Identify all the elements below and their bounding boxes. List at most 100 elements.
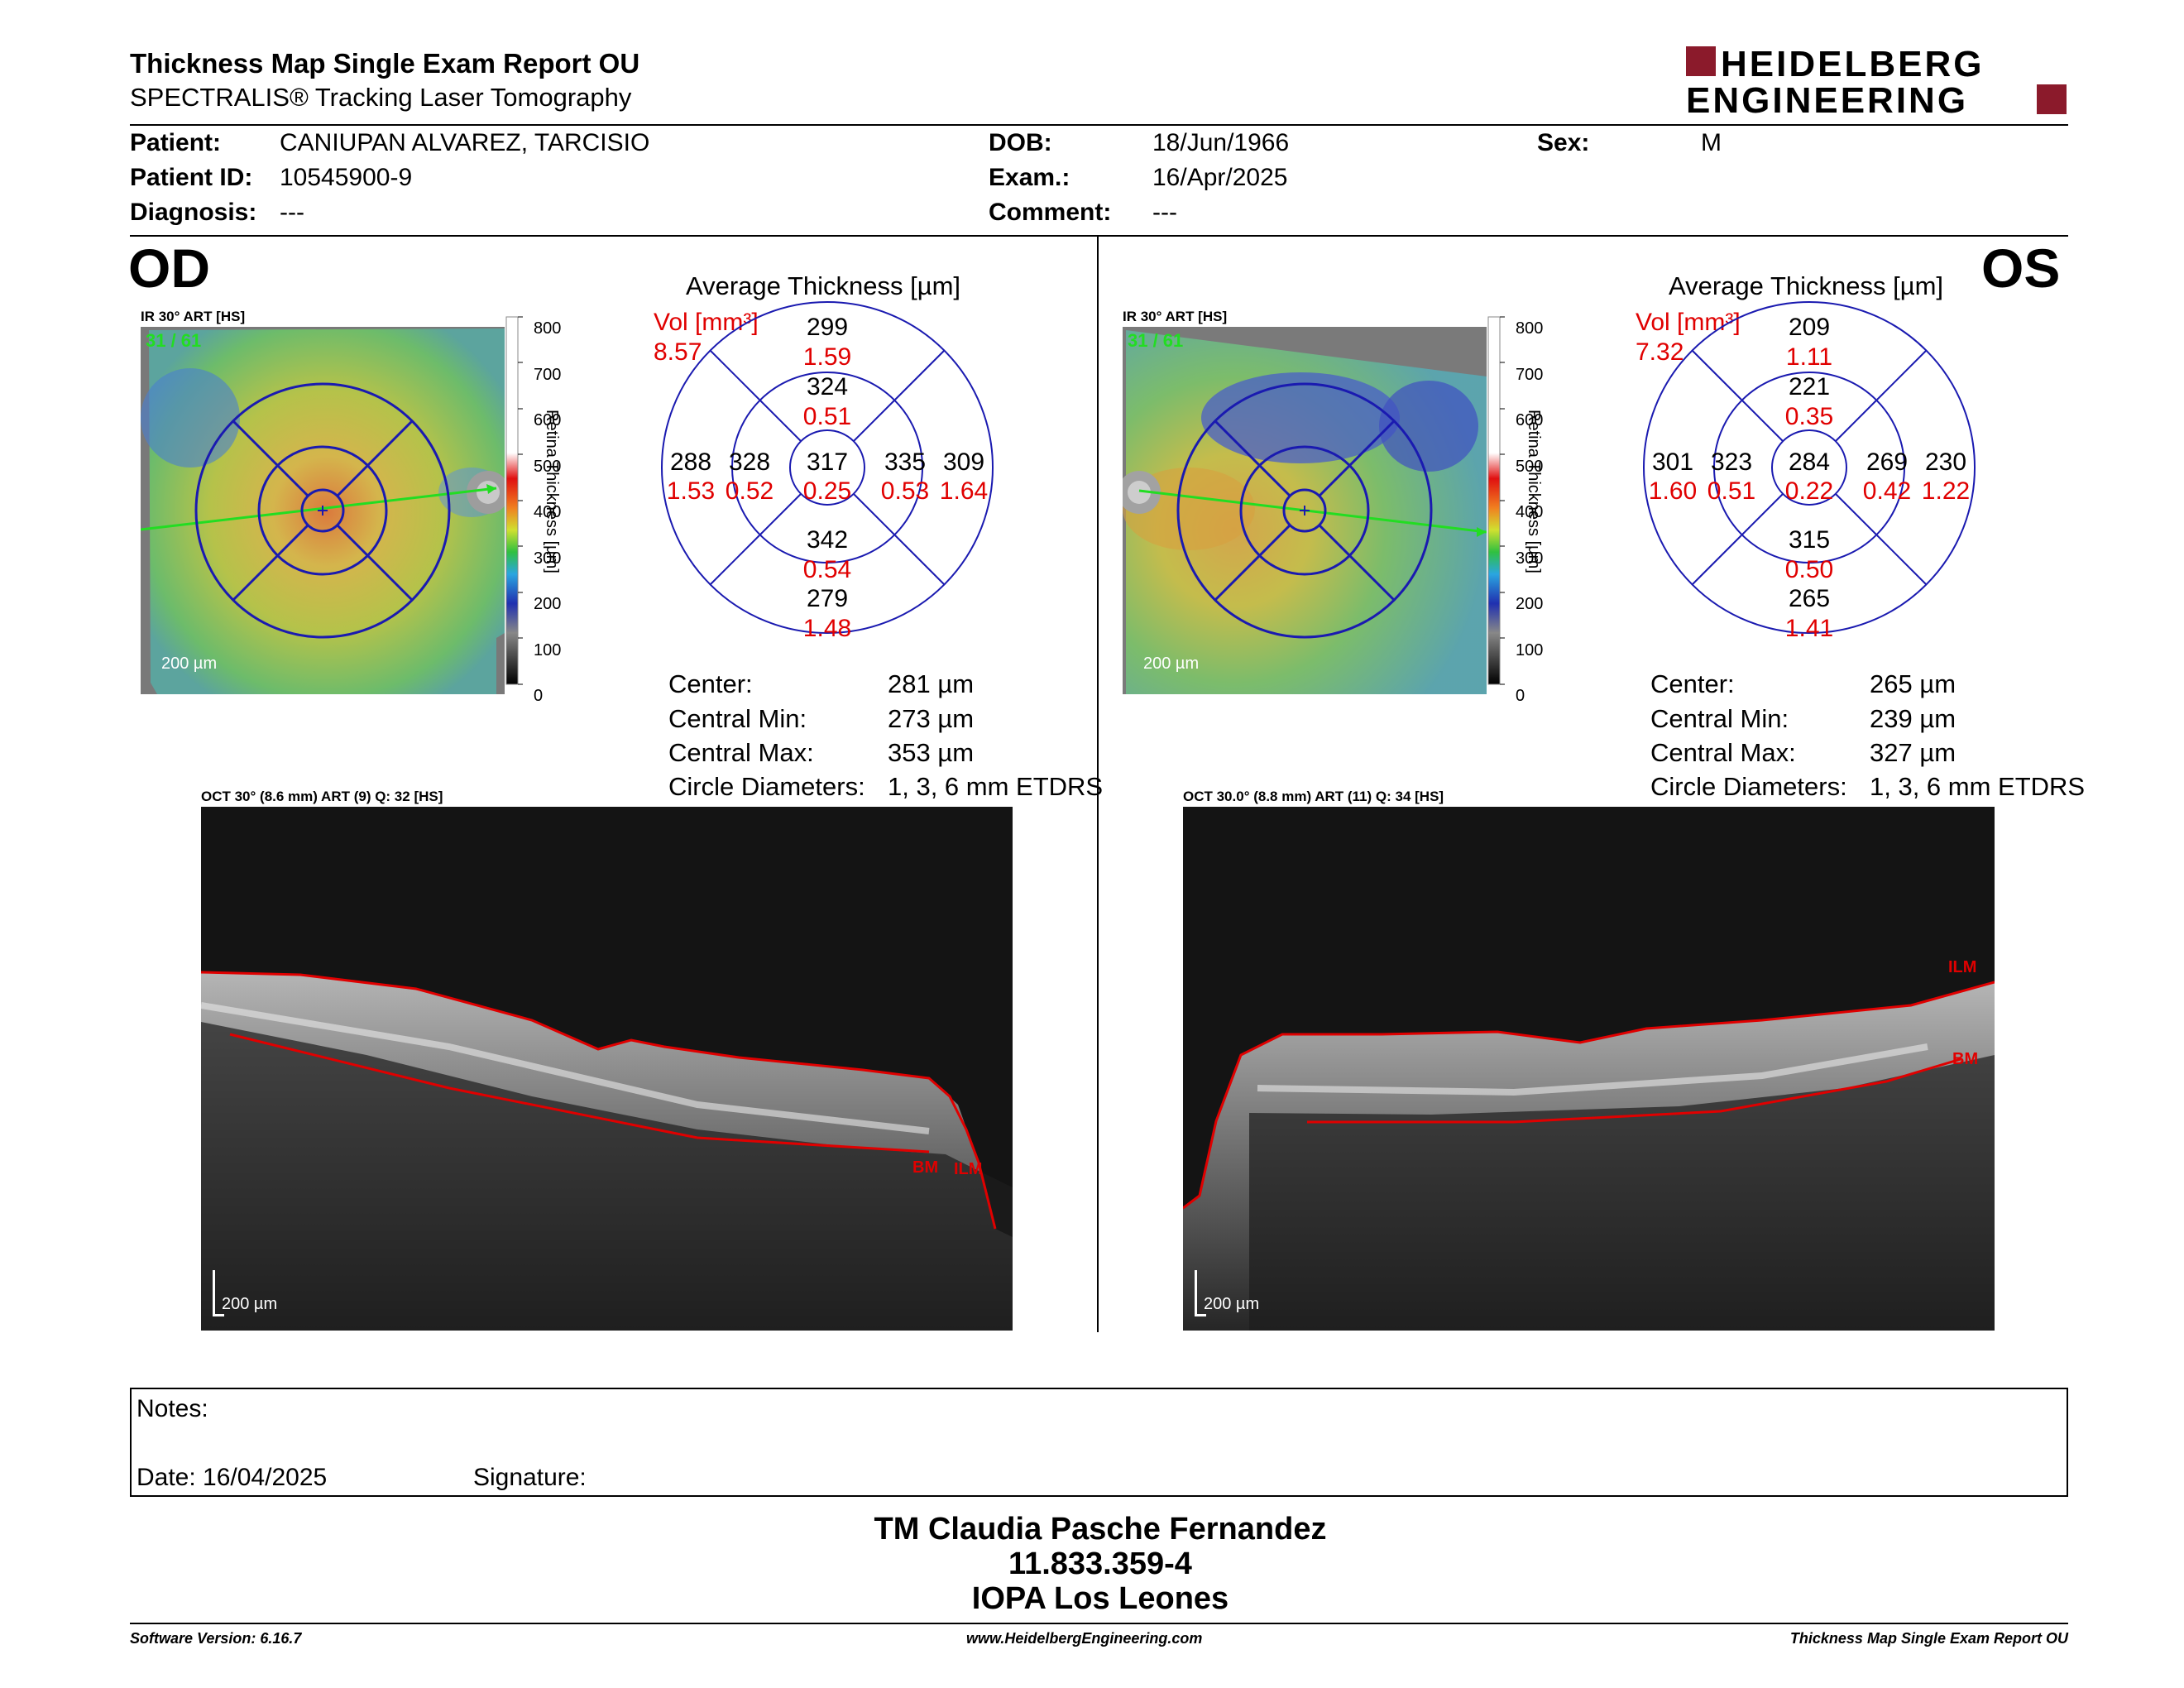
od-volume: Vol [mm³] 8.57 (654, 308, 759, 367)
os-max-value: 327 µm (1870, 738, 1956, 767)
svg-text:301: 301 (1652, 448, 1693, 476)
os-color-scale (1487, 310, 1569, 691)
patient-label: Patient: (130, 129, 222, 156)
logo-line2: ENGINEERING (1686, 80, 1968, 116)
os-eye-label: OS (1981, 237, 2061, 299)
os-oct-scan: ILM BM 200 µm (1183, 807, 1995, 1331)
os-ilm-label: ILM (1948, 958, 1977, 976)
od-etdrs-grid: 317 0.25 324 0.51 342 0.54 328 0.52 335 … (658, 298, 997, 642)
od-vol-label: Vol [mm³] (654, 309, 759, 336)
svg-text:1.64: 1.64 (940, 477, 988, 505)
signer-id: 11.833.359-4 (1008, 1547, 1192, 1581)
svg-text:1.60: 1.60 (1649, 477, 1697, 505)
svg-text:1.53: 1.53 (667, 477, 715, 505)
svg-text:0.50: 0.50 (1785, 556, 1833, 583)
od-ir-label: IR 30° ART [HS] (141, 309, 246, 324)
svg-text:299: 299 (807, 314, 848, 341)
os-avg-title: Average Thickness [µm] (1669, 271, 1944, 300)
os-vol-label: Vol [mm³] (1636, 309, 1741, 336)
svg-text:0.35: 0.35 (1785, 403, 1833, 430)
heidelberg-logo: HEIDELBERG ENGINEERING (1686, 44, 2068, 121)
report-title: Thickness Map Single Exam Report OU (130, 48, 640, 79)
od-ilm-label: ILM (954, 1160, 983, 1178)
os-bm-label: BM (1952, 1050, 1979, 1068)
svg-text:0.52: 0.52 (726, 477, 774, 505)
svg-text:0.25: 0.25 (803, 477, 851, 505)
svg-text:269: 269 (1866, 448, 1908, 476)
svg-text:315: 315 (1789, 526, 1830, 554)
sex-label: Sex: (1537, 129, 1590, 156)
od-min-value: 273 µm (888, 704, 975, 733)
os-vol-value: 7.32 (1636, 338, 1684, 366)
svg-text:279: 279 (807, 585, 848, 612)
od-fundus-scalebar: 200 µm (161, 655, 218, 673)
exam-label: Exam.: (989, 164, 1070, 191)
footer-report-name: Thickness Map Single Exam Report OU (1789, 1630, 2068, 1647)
svg-text:317: 317 (807, 448, 848, 476)
patient-name: CANIUPAN ALVAREZ, TARCISIO (280, 129, 650, 156)
od-eye-label: OD (128, 237, 210, 299)
logo-line1: HEIDELBERG (1721, 45, 1984, 84)
website-link[interactable]: www.HeidelbergEngineering.com (966, 1630, 1203, 1647)
software-version: Software Version: 6.16.7 (130, 1630, 302, 1647)
svg-text:221: 221 (1789, 373, 1830, 400)
os-oct-scalebar: 200 µm (1204, 1295, 1260, 1313)
od-oct-scalebar: 200 µm (222, 1295, 278, 1313)
svg-text:284: 284 (1789, 448, 1830, 476)
os-center-label: Center: (1650, 669, 1735, 698)
patient-id-label: Patient ID: (130, 164, 253, 191)
diagnosis-label: Diagnosis: (130, 199, 257, 226)
svg-text:323: 323 (1711, 448, 1752, 476)
od-max-label: Central Max: (668, 738, 814, 767)
os-diam-value: 1, 3, 6 mm ETDRS (1870, 772, 2086, 801)
dob-label: DOB: (989, 129, 1052, 156)
os-min-value: 239 µm (1870, 704, 1956, 733)
os-frame-counter: 31 / 61 (1128, 330, 1184, 351)
os-scale-ticks: 800 700 600 500 400 300 200 100 0 (1516, 319, 1544, 705)
svg-text:1.22: 1.22 (1922, 477, 1970, 505)
sex-value: M (1701, 129, 1722, 156)
os-ir-label: IR 30° ART [HS] (1123, 309, 1228, 324)
od-scale-label: Retina Thickness [µm] (543, 410, 561, 573)
svg-text:342: 342 (807, 526, 848, 554)
svg-text:1.41: 1.41 (1785, 615, 1833, 637)
report-subtitle: SPECTRALIS® Tracking Laser Tomography (130, 83, 632, 112)
os-diam-label: Circle Diameters: (1650, 772, 1847, 801)
os-scale-label: Retina Thickness [µm] (1525, 410, 1543, 573)
svg-text:1.48: 1.48 (803, 615, 851, 637)
exam-value: 16/Apr/2025 (1152, 164, 1288, 191)
os-fundus-image: 31 / 61 200 µm (1123, 327, 1487, 694)
svg-text:1.59: 1.59 (803, 343, 851, 371)
signer-name: TM Claudia Pasche Fernandez (874, 1512, 1327, 1547)
od-color-scale (505, 310, 587, 691)
od-frame-counter: 31 / 61 (146, 330, 202, 351)
patient-divider (130, 235, 2068, 237)
svg-text:1.11: 1.11 (1786, 343, 1832, 371)
svg-text:0.22: 0.22 (1785, 477, 1833, 505)
od-vol-value: 8.57 (654, 338, 702, 366)
eye-divider (1097, 237, 1099, 1332)
notes-label: Notes: (136, 1395, 208, 1422)
svg-text:309: 309 (943, 448, 984, 476)
od-bm-label: BM (912, 1158, 939, 1177)
svg-text:288: 288 (670, 448, 711, 476)
header-divider (130, 124, 2068, 126)
svg-text:0.53: 0.53 (881, 477, 929, 505)
od-min-label: Central Min: (668, 704, 807, 733)
svg-text:265: 265 (1789, 585, 1830, 612)
os-etdrs-grid: 284 0.22 221 0.35 315 0.50 323 0.51 269 … (1640, 298, 1979, 642)
os-volume: Vol [mm³] 7.32 (1636, 308, 1741, 367)
svg-text:0.51: 0.51 (803, 403, 851, 430)
svg-text:0.54: 0.54 (803, 556, 851, 583)
os-fundus-scalebar: 200 µm (1143, 655, 1200, 673)
svg-text:328: 328 (729, 448, 770, 476)
signer-institution: IOPA Los Leones (971, 1581, 1229, 1616)
od-center-label: Center: (668, 669, 753, 698)
os-oct-label: OCT 30.0° (8.8 mm) ART (11) Q: 34 [HS] (1183, 789, 1444, 804)
comment-value: --- (1152, 199, 1177, 226)
diagnosis-value: --- (280, 199, 304, 226)
od-oct-label: OCT 30° (8.6 mm) ART (9) Q: 32 [HS] (201, 789, 443, 804)
patient-id: 10545900-9 (280, 164, 413, 191)
od-avg-title: Average Thickness [µm] (686, 271, 961, 300)
od-diam-value: 1, 3, 6 mm ETDRS (888, 772, 1104, 801)
